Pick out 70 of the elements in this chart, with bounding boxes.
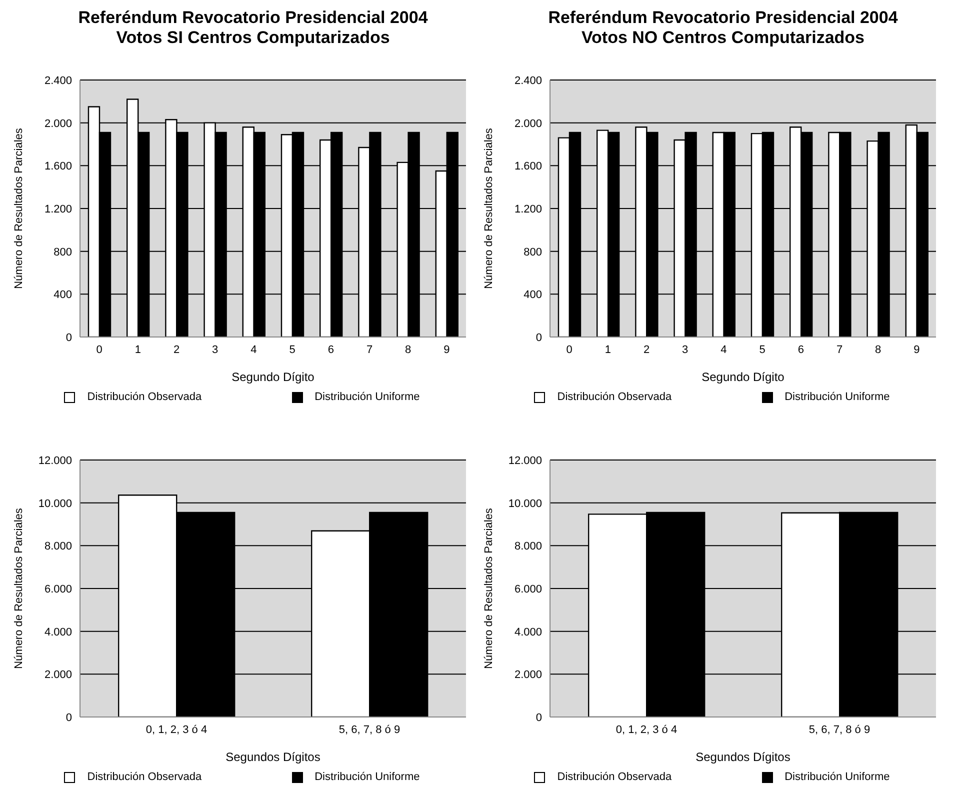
legend-label: Distribución Uniforme — [314, 771, 420, 783]
y-axis-title: Número de Resultados Parciales — [482, 508, 495, 669]
x-tick-label: 5, 6, 7, 8 ó 9 — [338, 724, 400, 736]
y-tick-label: 2.000 — [44, 669, 72, 682]
x-tick-label: 1 — [134, 344, 141, 356]
x-tick-label: 0, 1, 2, 3 ó 4 — [146, 724, 208, 736]
y-axis-title: Número de Resultados Parciales — [12, 128, 25, 289]
x-tick-label: 3 — [212, 344, 218, 356]
chart-title: Referéndum Revocatorio Presidencial 2004 Votos NO Centros Computarizados — [547, 8, 899, 49]
y-tick-label: 400 — [524, 289, 542, 302]
x-axis-title: Segundo Dígito — [702, 370, 785, 384]
x-tick-label: 4 — [250, 344, 257, 356]
y-tick-label: 1.600 — [44, 160, 72, 173]
y-tick-label: 800 — [54, 246, 72, 258]
x-tick-label: 0 — [96, 344, 102, 356]
y-tick-label: 6.000 — [514, 584, 542, 596]
x-tick-label: 0 — [566, 344, 572, 356]
y-tick-label: 12.000 — [508, 455, 542, 467]
x-tick-label: 5 — [759, 344, 766, 356]
y-tick-label: 12.000 — [38, 455, 72, 467]
y-tick-label: 10.000 — [38, 498, 72, 510]
y-axis-title: Número de Resultados Parciales — [482, 128, 495, 289]
x-axis-title: Segundos Dígitos — [696, 750, 790, 764]
x-tick-label: 7 — [366, 344, 373, 356]
y-tick-label: 2.000 — [514, 669, 542, 682]
y-tick-label: 800 — [524, 246, 542, 258]
legend-label: Distribución Observada — [556, 771, 672, 783]
legend-label: Distribución Uniforme — [784, 391, 890, 403]
y-tick-label: 2.000 — [514, 118, 542, 130]
y-tick-label: 0 — [66, 332, 72, 344]
x-axis-title: Segundos Dígitos — [226, 750, 320, 764]
y-tick-label: 6.000 — [44, 584, 72, 596]
x-tick-label: 0, 1, 2, 3 ó 4 — [616, 724, 678, 736]
y-tick-label: 2.000 — [44, 118, 72, 130]
x-axis-title: Segundo Dígito — [232, 370, 315, 384]
x-tick-label: 2 — [173, 344, 180, 356]
y-tick-label: 400 — [54, 289, 72, 302]
legend-label: Distribución Uniforme — [314, 391, 420, 403]
legend-label: Distribución Observada — [86, 771, 202, 783]
x-tick-label: 9 — [444, 344, 450, 356]
legend-label: Distribución Observada — [556, 391, 672, 403]
y-tick-label: 8.000 — [514, 540, 542, 553]
y-tick-label: 4.000 — [44, 626, 72, 638]
legend-label: Distribución Observada — [86, 391, 202, 403]
x-tick-label: 5, 6, 7, 8 ó 9 — [808, 724, 870, 736]
x-tick-label: 3 — [682, 344, 688, 356]
y-axis-title: Número de Resultados Parciales — [12, 508, 25, 669]
x-tick-label: 5 — [289, 344, 296, 356]
y-tick-label: 1.200 — [44, 204, 72, 216]
x-tick-label: 7 — [836, 344, 843, 356]
x-tick-label: 1 — [604, 344, 611, 356]
x-tick-label: 4 — [720, 344, 727, 356]
y-tick-label: 0 — [536, 332, 542, 344]
x-tick-label: 9 — [914, 344, 920, 356]
x-tick-label: 2 — [643, 344, 650, 356]
y-tick-label: 1.200 — [514, 204, 542, 216]
y-tick-label: 0 — [66, 712, 72, 724]
legend-label: Distribución Uniforme — [784, 771, 890, 783]
x-tick-label: 6 — [328, 344, 334, 356]
x-tick-label: 8 — [875, 344, 882, 356]
y-tick-label: 10.000 — [508, 498, 542, 510]
y-tick-label: 4.000 — [514, 626, 542, 638]
x-tick-label: 6 — [798, 344, 804, 356]
chart-title: Referéndum Revocatorio Presidencial 2004 Votos SI Centros Computarizados — [77, 8, 429, 49]
y-tick-label: 2.400 — [514, 75, 542, 87]
y-tick-label: 8.000 — [44, 540, 72, 553]
y-tick-label: 0 — [536, 712, 542, 724]
y-tick-label: 1.600 — [514, 160, 542, 173]
y-tick-label: 2.400 — [44, 75, 72, 87]
x-tick-label: 8 — [405, 344, 412, 356]
